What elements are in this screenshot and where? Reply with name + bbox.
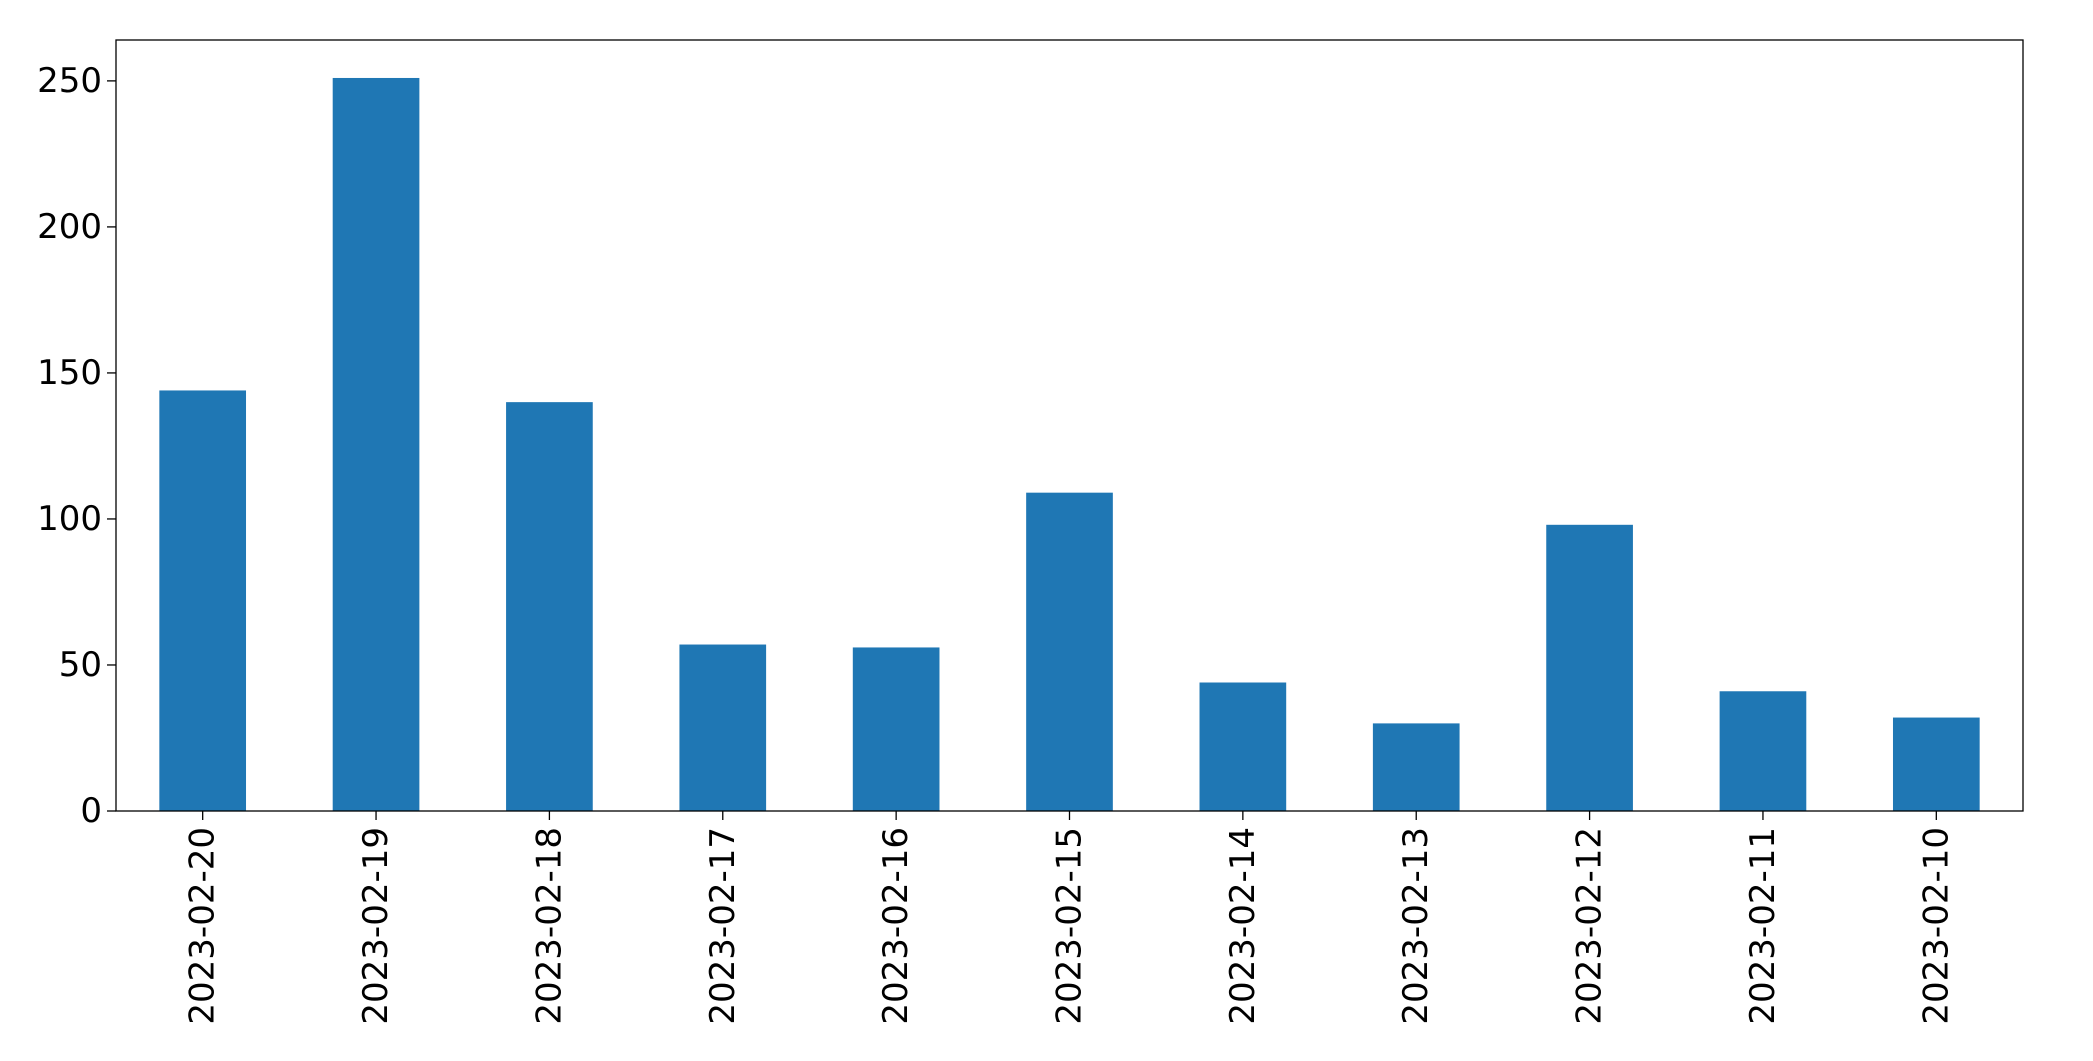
x-tick-label: 2023-02-11 <box>1743 827 1783 1025</box>
plot-frame <box>115 39 2024 812</box>
x-tick-label: 2023-02-16 <box>876 827 916 1025</box>
y-tick-label: 100 <box>37 499 102 539</box>
y-tick-label: 200 <box>37 207 102 247</box>
x-tick-label: 2023-02-18 <box>529 827 569 1025</box>
x-tick-label: 2023-02-20 <box>183 827 223 1025</box>
x-axis: 2023-02-20 2023-02-19 2023-02-18 2023-02-17… <box>183 811 1956 1025</box>
x-tick-label: 2023-02-14 <box>1223 827 1263 1025</box>
y-tick-label: 50 <box>59 645 102 685</box>
bar-2023-02-18 <box>506 402 593 811</box>
bar-2023-02-15 <box>1026 492 1113 811</box>
bar-2023-02-12 <box>1546 524 1633 811</box>
x-tick-label: 2023-02-12 <box>1570 827 1610 1025</box>
bar-2023-02-16 <box>852 647 940 811</box>
x-tick-label: 2023-02-19 <box>356 827 396 1025</box>
bar-2023-02-10 <box>1892 717 1980 811</box>
y-axis: 0 50 100 150 200 250 <box>37 61 116 831</box>
y-tick-label: 150 <box>37 353 102 393</box>
x-tick-label: 2023-02-13 <box>1396 827 1436 1025</box>
y-tick-label: 0 <box>80 791 102 831</box>
bars-layer <box>159 77 1980 812</box>
y-tick-label: 250 <box>37 61 102 101</box>
bar-2023-02-14 <box>1199 682 1287 811</box>
bar-2023-02-13 <box>1372 723 1460 811</box>
bar-2023-02-19 <box>332 77 420 812</box>
x-tick-label: 2023-02-17 <box>703 827 743 1025</box>
bar-2023-02-11 <box>1719 691 1807 811</box>
x-tick-label: 2023-02-10 <box>1916 827 1956 1025</box>
bar-2023-02-17 <box>679 644 767 811</box>
bar-2023-02-20 <box>159 390 247 811</box>
x-tick-label: 2023-02-15 <box>1050 827 1090 1025</box>
